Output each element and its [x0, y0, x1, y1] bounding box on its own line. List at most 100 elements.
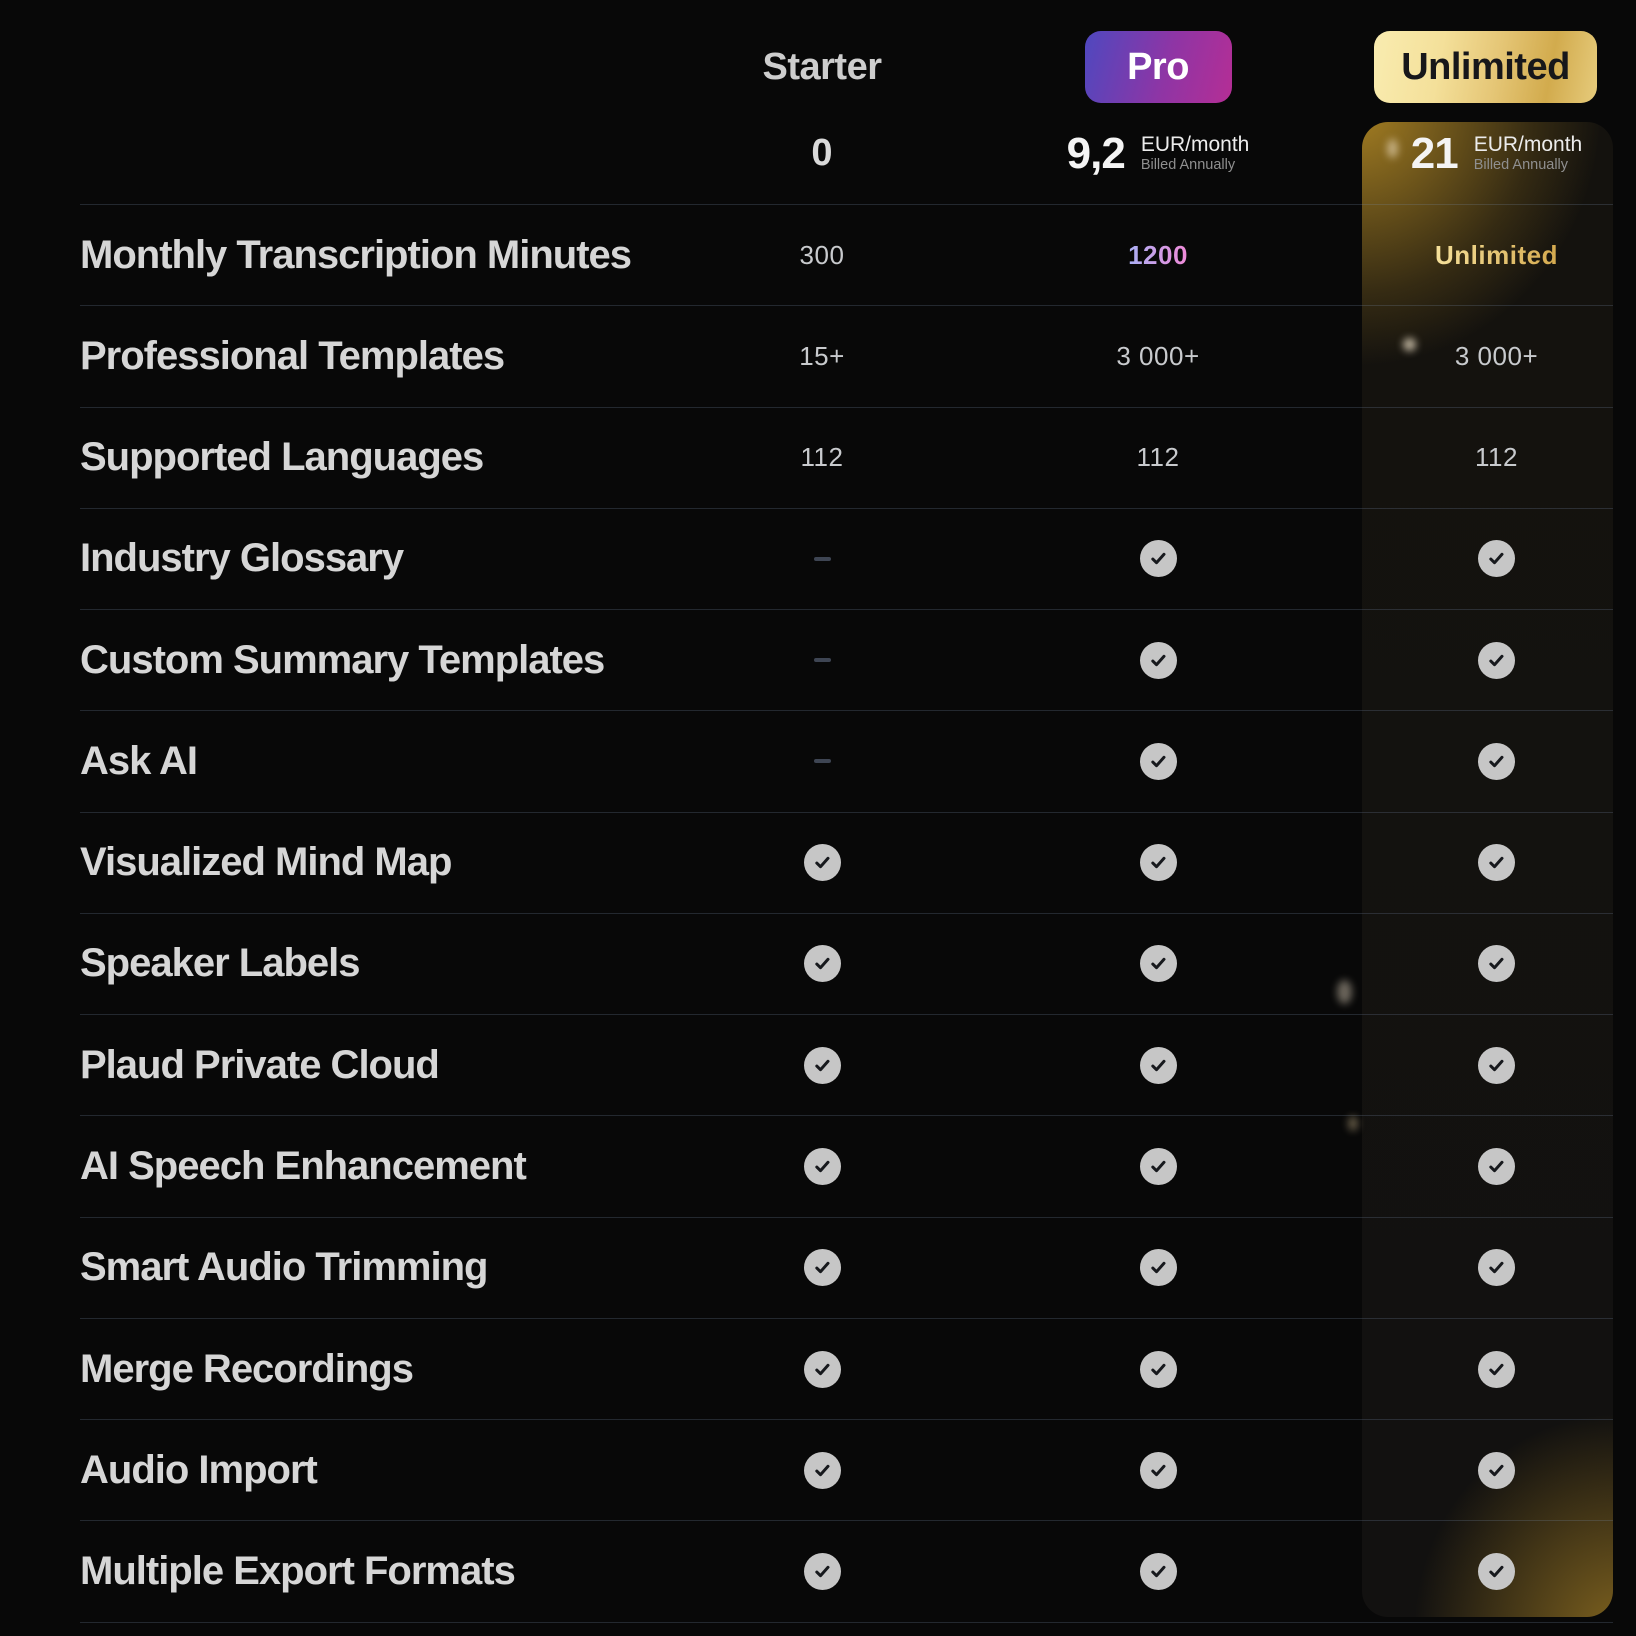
- feature-value: 112: [1136, 442, 1180, 473]
- feature-label: Monthly Transcription Minutes: [80, 232, 632, 277]
- check-icon: [1139, 945, 1177, 983]
- feature-cell-pro: 1200: [1036, 240, 1280, 271]
- feature-cell-pro: [1036, 1148, 1280, 1186]
- feature-cell-unlimited: [1380, 844, 1613, 882]
- plan-pill-unlimited[interactable]: Unlimited: [1374, 31, 1597, 103]
- feature-cell-unlimited: [1380, 1148, 1613, 1186]
- bokeh-dot: [1387, 139, 1398, 158]
- check-icon: [803, 1249, 841, 1287]
- feature-cell-pro: [1036, 1451, 1280, 1489]
- plan-name-unlimited: Unlimited: [1401, 45, 1570, 88]
- feature-cell-starter: [700, 1350, 944, 1388]
- feature-value: 15+: [799, 340, 845, 371]
- feature-label: AI Speech Enhancement: [80, 1144, 527, 1189]
- feature-cell-pro: [1036, 1350, 1280, 1388]
- check-icon: [803, 1553, 841, 1591]
- pro-price: 9,2: [1066, 128, 1126, 178]
- plan-pill-pro[interactable]: Pro: [1084, 31, 1232, 103]
- feature-cell-pro: [1036, 1249, 1280, 1287]
- check-icon: [1478, 1148, 1515, 1186]
- feature-value: 3 000+: [1454, 340, 1539, 371]
- table-row: Monthly Transcription Minutes 300 1200 Unli…: [80, 204, 1613, 305]
- bokeh-dot: [1337, 980, 1352, 1004]
- feature-cell-pro: 3 000+: [1036, 341, 1280, 372]
- feature-cell-starter: [700, 1046, 944, 1084]
- feature-cell-pro: [1036, 1046, 1280, 1084]
- bokeh-dot: [1348, 1116, 1358, 1131]
- pro-billing-note: Billed Annually: [1140, 157, 1236, 174]
- feature-label: Custom Summary Templates: [80, 637, 605, 682]
- feature-value: 300: [799, 239, 845, 270]
- table-row: Speaker Labels: [80, 912, 1613, 1014]
- feature-rows: Monthly Transcription Minutes 300 1200 Unli…: [0, 204, 1636, 1623]
- table-row: AI Speech Enhancement: [80, 1115, 1613, 1216]
- table-row: Professional Templates 15+ 3 000+ 3 000+: [80, 305, 1613, 406]
- check-icon: [1139, 1553, 1177, 1591]
- feature-label: Visualized Mind Map: [80, 840, 452, 885]
- check-icon: [1139, 1148, 1177, 1186]
- check-icon: [1478, 1249, 1515, 1287]
- feature-cell-starter: [700, 1451, 944, 1489]
- plan-name-starter: Starter: [762, 45, 883, 88]
- unlimited-price-group: 21 EUR/month Billed Annually: [1411, 129, 1583, 179]
- feature-label: Smart Audio Trimming: [80, 1245, 488, 1290]
- bokeh-dot: [1403, 338, 1416, 351]
- check-icon: [1139, 1249, 1177, 1287]
- feature-value: 1200: [1128, 239, 1188, 270]
- table-row: Multiple Export Formats: [80, 1520, 1613, 1623]
- table-row: Plaud Private Cloud: [80, 1014, 1613, 1115]
- feature-cell-starter: [700, 759, 944, 764]
- feature-cell-unlimited: [1380, 1553, 1613, 1591]
- feature-cell-starter: 15+: [700, 341, 944, 372]
- feature-label: Industry Glossary: [80, 536, 404, 581]
- table-row: Audio Import: [80, 1419, 1613, 1520]
- feature-label: Multiple Export Formats: [80, 1549, 516, 1594]
- feature-value: 112: [1475, 442, 1518, 473]
- feature-cell-unlimited: [1380, 945, 1613, 983]
- check-icon: [1139, 742, 1177, 780]
- feature-cell-unlimited: 3 000+: [1380, 341, 1613, 372]
- feature-label: Speaker Labels: [80, 941, 361, 986]
- feature-cell-unlimited: 112: [1380, 442, 1613, 473]
- feature-cell-unlimited: [1380, 1249, 1613, 1287]
- check-icon: [1139, 1350, 1177, 1388]
- check-icon: [1478, 641, 1515, 679]
- feature-label: Ask AI: [80, 738, 198, 783]
- feature-cell-pro: [1036, 1553, 1280, 1591]
- check-icon: [1478, 1553, 1515, 1591]
- check-icon: [1478, 945, 1515, 983]
- feature-cell-pro: [1036, 742, 1280, 780]
- dash-icon: [813, 759, 831, 764]
- feature-cell-unlimited: [1380, 742, 1613, 780]
- unlimited-billing-note: Billed Annually: [1473, 157, 1569, 174]
- check-icon: [1139, 1451, 1177, 1489]
- check-icon: [1478, 742, 1515, 780]
- feature-cell-starter: 300: [700, 240, 944, 271]
- plan-name-pro: Pro: [1127, 45, 1189, 88]
- feature-cell-unlimited: [1380, 641, 1613, 679]
- check-icon: [803, 945, 841, 983]
- check-icon: [1139, 540, 1177, 578]
- dash-icon: [813, 658, 831, 663]
- table-row: Ask AI: [80, 710, 1613, 811]
- feature-value: Unlimited: [1435, 239, 1558, 270]
- feature-cell-pro: [1036, 540, 1280, 578]
- feature-cell-pro: [1036, 844, 1280, 882]
- starter-price: 0: [811, 132, 833, 174]
- feature-cell-starter: [700, 945, 944, 983]
- feature-value: 3 000+: [1116, 340, 1200, 371]
- check-icon: [1478, 844, 1515, 882]
- feature-label: Audio Import: [80, 1447, 318, 1492]
- feature-cell-unlimited: [1380, 1046, 1613, 1084]
- check-icon: [1478, 1451, 1515, 1489]
- feature-cell-starter: [700, 844, 944, 882]
- feature-cell-unlimited: Unlimited: [1380, 240, 1613, 271]
- feature-cell-unlimited: [1380, 540, 1613, 578]
- table-row: Merge Recordings: [80, 1317, 1613, 1419]
- unlimited-price-unit: EUR/month: [1473, 133, 1583, 157]
- table-row: Industry Glossary: [80, 507, 1613, 609]
- table-row: Visualized Mind Map: [80, 811, 1613, 913]
- feature-cell-starter: [700, 1148, 944, 1186]
- unlimited-price: 21: [1410, 128, 1459, 178]
- check-icon: [803, 1350, 841, 1388]
